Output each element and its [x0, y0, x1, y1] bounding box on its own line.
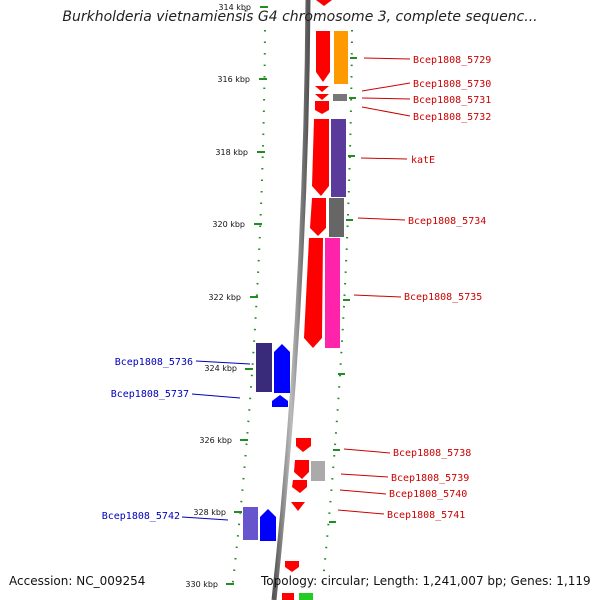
gene-label-g5737[interactable]: Bcep1808_5737 [111, 389, 189, 400]
cog-box-g5739 [311, 461, 325, 481]
gene-label-g5740[interactable]: Bcep1808_5740 [389, 489, 467, 500]
gene-arrow-g5730[interactable] [315, 86, 329, 92]
tick-label-318: 318 kbp [215, 148, 248, 157]
map-title: Burkholderia vietnamiensis G4 chromosome… [62, 9, 538, 25]
scale-ticks [226, 6, 357, 585]
cog-box-g5734 [329, 198, 344, 237]
gene-arrow-g5734[interactable] [310, 198, 326, 236]
gene-label-g5735[interactable]: Bcep1808_5735 [404, 292, 482, 303]
cog-box-g5729 [334, 31, 348, 84]
tick-label-322: 322 kbp [208, 293, 241, 302]
tick-label-314: 314 kbp [218, 3, 251, 12]
topology-text: Topology: circular; Length: 1,241,007 bp… [261, 574, 591, 588]
gene-arrow-g5737[interactable] [272, 395, 288, 407]
gene-label-g5738[interactable]: Bcep1808_5738 [393, 448, 471, 459]
gene-arrow-g5741[interactable] [291, 502, 305, 511]
gene-bottom-red [282, 593, 294, 600]
cog-box-gkatE [331, 119, 346, 197]
gene-label-g5730[interactable]: Bcep1808_5730 [413, 79, 491, 90]
gene-arrow-g5739[interactable] [294, 460, 309, 479]
cog-box-g5731 [333, 94, 347, 101]
gene-arrow-g5736[interactable] [274, 344, 290, 393]
accession-text: Accession: NC_009254 [9, 574, 146, 588]
gene-label-g5731[interactable]: Bcep1808_5731 [413, 95, 491, 106]
genome-backbone [271, 0, 311, 600]
gene-arrow-bottom-a [285, 561, 299, 572]
gene-arrow-g5732[interactable] [315, 101, 329, 114]
tick-label-328: 328 kbp [193, 508, 226, 517]
cog-box-g5735 [325, 238, 340, 348]
gene-label-g5741[interactable]: Bcep1808_5741 [387, 510, 465, 521]
gene-label-g5739[interactable]: Bcep1808_5739 [391, 473, 469, 484]
gene-arrow-g5731[interactable] [315, 94, 329, 100]
gene-label-g5729[interactable]: Bcep1808_5729 [413, 55, 491, 66]
gene-arrow-g5740[interactable] [292, 480, 307, 493]
gene-label-g5736[interactable]: Bcep1808_5736 [115, 357, 193, 368]
gene-bottom-green [299, 593, 313, 600]
gene-label-g5732[interactable]: Bcep1808_5732 [413, 112, 491, 123]
gene-arrow-top-partial [316, 0, 332, 6]
tick-label-316: 316 kbp [217, 75, 250, 84]
gene-label-gkatE[interactable]: katE [411, 155, 435, 166]
tick-label-326: 326 kbp [199, 436, 232, 445]
cog-box-g5736 [256, 343, 272, 392]
tick-label-324: 324 kbp [204, 364, 237, 373]
gene-label-g5742[interactable]: Bcep1808_5742 [102, 511, 180, 522]
tick-label-330: 330 kbp [185, 580, 218, 589]
inner-scale-ring [231, 29, 266, 591]
gene-arrow-g5738[interactable] [296, 438, 311, 452]
gene-label-g5734[interactable]: Bcep1808_5734 [408, 216, 486, 227]
label-leaders-reverse [181, 360, 251, 521]
label-leaders-forward [337, 57, 411, 515]
gene-arrow-g5735[interactable] [304, 238, 323, 348]
cog-box-g5742 [243, 507, 258, 540]
tick-label-320: 320 kbp [212, 220, 245, 229]
gene-arrow-gkatE[interactable] [312, 119, 329, 196]
gene-arrow-g5742[interactable] [260, 509, 276, 541]
gene-arrow-g5729[interactable] [316, 31, 330, 82]
